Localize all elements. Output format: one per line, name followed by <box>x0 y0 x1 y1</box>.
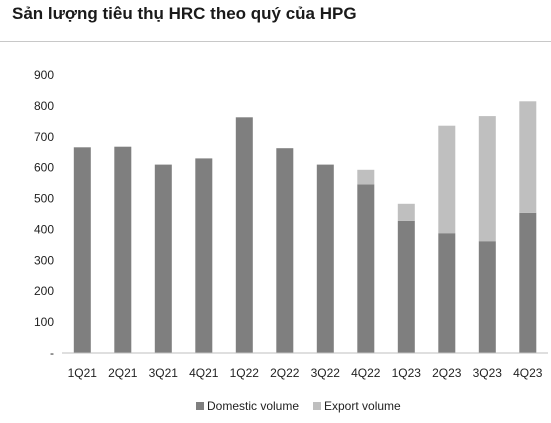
bar-domestic-4q22 <box>357 184 375 353</box>
bar-export-1q23 <box>397 203 415 221</box>
x-axis-ticks: 1Q21 2Q21 3Q21 4Q21 1Q22 2Q22 3Q22 4Q22 1Q23 2Q23… <box>68 366 543 380</box>
y-axis-ticks: - 100 200 300 400 500 600 700 800 900 <box>34 68 54 360</box>
x-tick-label: 3Q21 <box>149 366 179 380</box>
y-tick-label: 400 <box>34 222 54 236</box>
x-tick-label: 2Q21 <box>108 366 138 380</box>
x-tick-label: 3Q23 <box>473 366 503 380</box>
x-tick-label: 2Q22 <box>270 366 300 380</box>
legend: Domestic volume Export volume <box>196 399 401 413</box>
legend-swatch-domestic <box>196 402 204 410</box>
title-divider <box>0 41 551 42</box>
chart-title: Sản lượng tiêu thụ HRC theo quý của HPG <box>12 4 357 23</box>
bar-domestic-2q23 <box>438 233 456 353</box>
y-tick-label: 300 <box>34 253 54 267</box>
y-tick-label: 700 <box>34 130 54 144</box>
bar-domestic-4q23 <box>519 212 537 353</box>
bar-domestic-2q21 <box>114 146 132 353</box>
y-tick-label: 600 <box>34 161 54 175</box>
bar-domestic-3q23 <box>478 241 496 353</box>
y-tick-label: 500 <box>34 192 54 206</box>
x-tick-label: 3Q22 <box>311 366 341 380</box>
bar-domestic-3q22 <box>316 164 334 353</box>
legend-swatch-export <box>313 402 321 410</box>
y-tick-label: 800 <box>34 99 54 113</box>
x-tick-label: 4Q21 <box>189 366 219 380</box>
bar-export-4q23 <box>519 101 537 213</box>
x-tick-label: 2Q23 <box>432 366 462 380</box>
x-tick-label: 1Q21 <box>68 366 98 380</box>
legend-label-export: Export volume <box>324 399 401 413</box>
bar-export-2q23 <box>438 125 456 234</box>
x-tick-label: 4Q23 <box>513 366 543 380</box>
bar-export-3q23 <box>478 116 496 242</box>
bar-domestic-1q22 <box>235 117 253 353</box>
x-tick-label: 1Q22 <box>230 366 260 380</box>
bar-export-4q22 <box>357 169 375 185</box>
y-tick-label: 900 <box>34 68 54 82</box>
bar-domestic-1q23 <box>397 220 415 353</box>
bar-domestic-1q21 <box>73 147 91 353</box>
y-tick-label: 200 <box>34 284 54 298</box>
x-tick-label: 4Q22 <box>351 366 381 380</box>
y-tick-label: - <box>50 346 54 360</box>
bars <box>73 101 537 353</box>
bar-domestic-4q21 <box>195 158 213 353</box>
x-tick-label: 1Q23 <box>392 366 422 380</box>
legend-label-domestic: Domestic volume <box>207 399 299 413</box>
bar-domestic-2q22 <box>276 148 294 353</box>
bar-domestic-3q21 <box>154 164 172 353</box>
y-tick-label: 100 <box>34 315 54 329</box>
